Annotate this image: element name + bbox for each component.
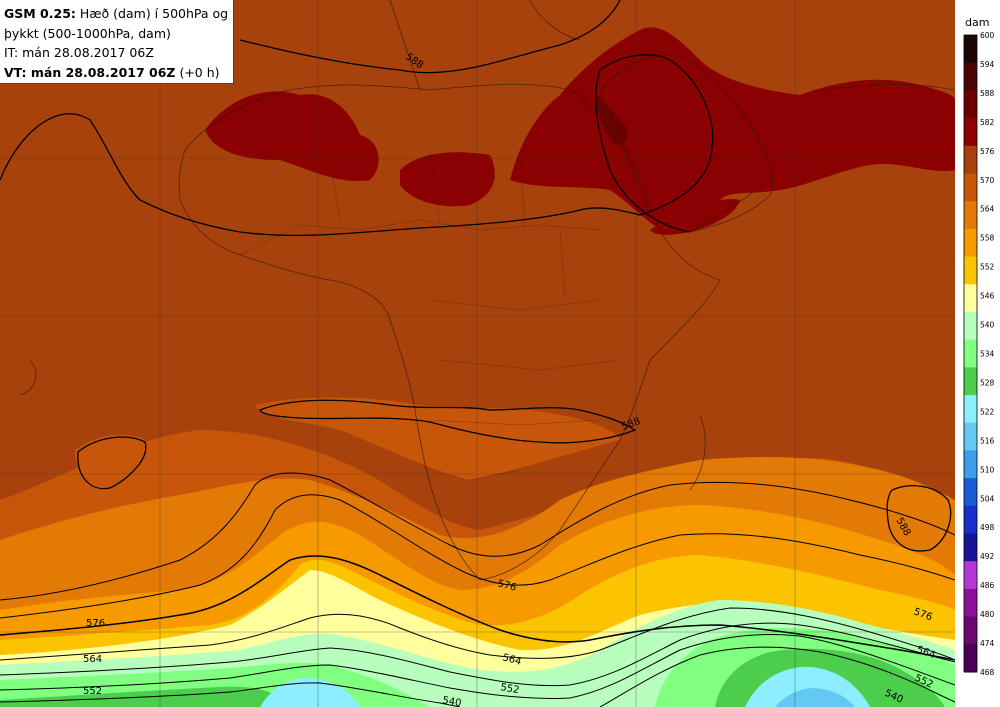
contour-label: 576 — [86, 618, 105, 629]
colorbar-swatch — [964, 644, 977, 673]
colorbar-swatch — [964, 450, 977, 479]
contour-label: 564 — [501, 652, 522, 668]
contour-576 — [0, 555, 955, 661]
colorbar-tick-label: 522 — [980, 407, 995, 416]
colorbar-swatch — [964, 505, 977, 535]
contour-570 — [0, 472, 955, 601]
colorbar-tick-label: 564 — [980, 205, 995, 214]
contour-546-east — [599, 646, 955, 707]
colorbar-swatch — [964, 228, 977, 258]
fill-band-582-arabia — [510, 27, 955, 231]
contour-label: 552 — [83, 686, 102, 697]
contour-588-top — [239, 0, 621, 74]
colorbar-tick-label: 540 — [980, 321, 995, 330]
contour-588-atlantic — [77, 436, 147, 490]
colorbar-swatch — [964, 561, 977, 590]
colorbar-tick-label: 486 — [980, 581, 995, 590]
model-name: GSM 0.25: — [4, 6, 76, 21]
contour-552 — [0, 634, 955, 699]
colorbar-swatch — [964, 422, 977, 451]
colorbar-swatch — [964, 395, 977, 424]
coastlines — [19, 0, 955, 581]
colorbar-tick-label: 594 — [980, 60, 995, 69]
colorbar-swatch — [964, 533, 977, 562]
colorbar-swatch — [964, 201, 977, 230]
map-info-box: GSM 0.25: Hæð (dam) í 500hPa og þykkt (5… — [0, 0, 234, 84]
colorbar-tick-label: 546 — [980, 292, 995, 301]
initial-time: IT: mán 28.08.2017 06Z — [4, 45, 154, 60]
colorbar-swatch — [964, 256, 977, 285]
map-canvas: 588 588 588 576 576 576 564 564 552 552 … — [0, 0, 955, 707]
colorbar-swatch — [964, 339, 977, 368]
colorbar-swatch — [964, 145, 977, 174]
fill-band-582-sahara-central — [400, 152, 495, 207]
contour-558 — [0, 622, 955, 687]
colorbar-tick-label: 588 — [980, 89, 995, 98]
field-description: Hæð (dam) í 500hPa og — [75, 6, 229, 21]
contour-label: 552 — [499, 682, 520, 696]
contour-576-inner — [0, 494, 955, 619]
colorbar-swatch — [964, 118, 977, 147]
country-borders — [239, 119, 761, 481]
weather-map: 588 588 588 576 576 576 564 564 552 552 … — [0, 0, 955, 707]
colorbar-tick-label: 498 — [980, 523, 995, 532]
graticule — [0, 0, 955, 707]
contour-label: 576 — [496, 578, 517, 594]
colorbar-svg: 600 594 588 582 576 570 564 558 552 546 540 534 528 5… — [963, 31, 995, 677]
colorbar-tick-label: 474 — [980, 639, 995, 648]
contour-label: 540 — [441, 695, 462, 707]
contour-564 — [0, 607, 955, 661]
colorbar-swatch — [964, 173, 977, 202]
contour-588-north — [0, 54, 714, 237]
colorbar-tick-label: 576 — [980, 147, 995, 156]
colorbar-swatch — [964, 284, 977, 313]
height-contours — [0, 0, 955, 707]
fill-band-570-atlantic — [75, 434, 146, 486]
colorbar-tick-label: 528 — [980, 378, 995, 387]
colorbar-swatch — [964, 588, 977, 618]
colorbar-tick-label: 570 — [980, 176, 995, 185]
colorbar-swatch — [964, 62, 977, 91]
info-line-2: þykkt (500-1000hPa, dam) — [4, 25, 171, 41]
info-line-1: GSM 0.25: Hæð (dam) í 500hPa og — [4, 4, 229, 24]
colorbar-tick-label: 516 — [980, 436, 995, 445]
contour-588-south — [259, 399, 637, 444]
fill-band-582-sahara-west — [205, 91, 379, 181]
colorbar-tick-label: 492 — [980, 552, 995, 561]
fill-band-582-arabia-south — [650, 199, 740, 235]
colorbar-swatch — [964, 367, 977, 396]
forecast-offset: (+0 h) — [175, 64, 220, 80]
colorbar-swatch — [964, 90, 977, 119]
info-line-4: VT: mán 28.08.2017 06Z (+0 h) — [4, 63, 229, 83]
colorbar-tick-label: 468 — [980, 668, 995, 677]
contour-label: 564 — [83, 654, 102, 665]
contour-546 — [0, 682, 461, 707]
colorbar-swatch — [964, 311, 977, 341]
colorbar-tick-label: 558 — [980, 234, 995, 243]
colorbar-tick-label: 582 — [980, 118, 995, 127]
colorbar-swatch — [964, 35, 977, 64]
colorbar-tick-label: 480 — [980, 610, 995, 619]
colorbar-tick-label: 552 — [980, 263, 995, 272]
colorbar-swatch — [964, 616, 977, 645]
colorbar-tick-label: 534 — [980, 350, 995, 359]
colorbar-unit: dam — [965, 16, 990, 29]
colorbar-tick-label: 510 — [980, 465, 995, 474]
colorbar-tick-label: 600 — [980, 31, 995, 40]
colorbar-frame — [963, 34, 978, 673]
valid-time: VT: mán 28.08.2017 06Z — [4, 64, 176, 80]
colorbar: dam 600 594 588 582 576 570 564 558 552 546 540 534… — [955, 0, 1000, 707]
colorbar-swatch — [964, 478, 977, 507]
colorbar-tick-label: 504 — [980, 494, 995, 503]
fill-band-588-core — [595, 95, 628, 145]
